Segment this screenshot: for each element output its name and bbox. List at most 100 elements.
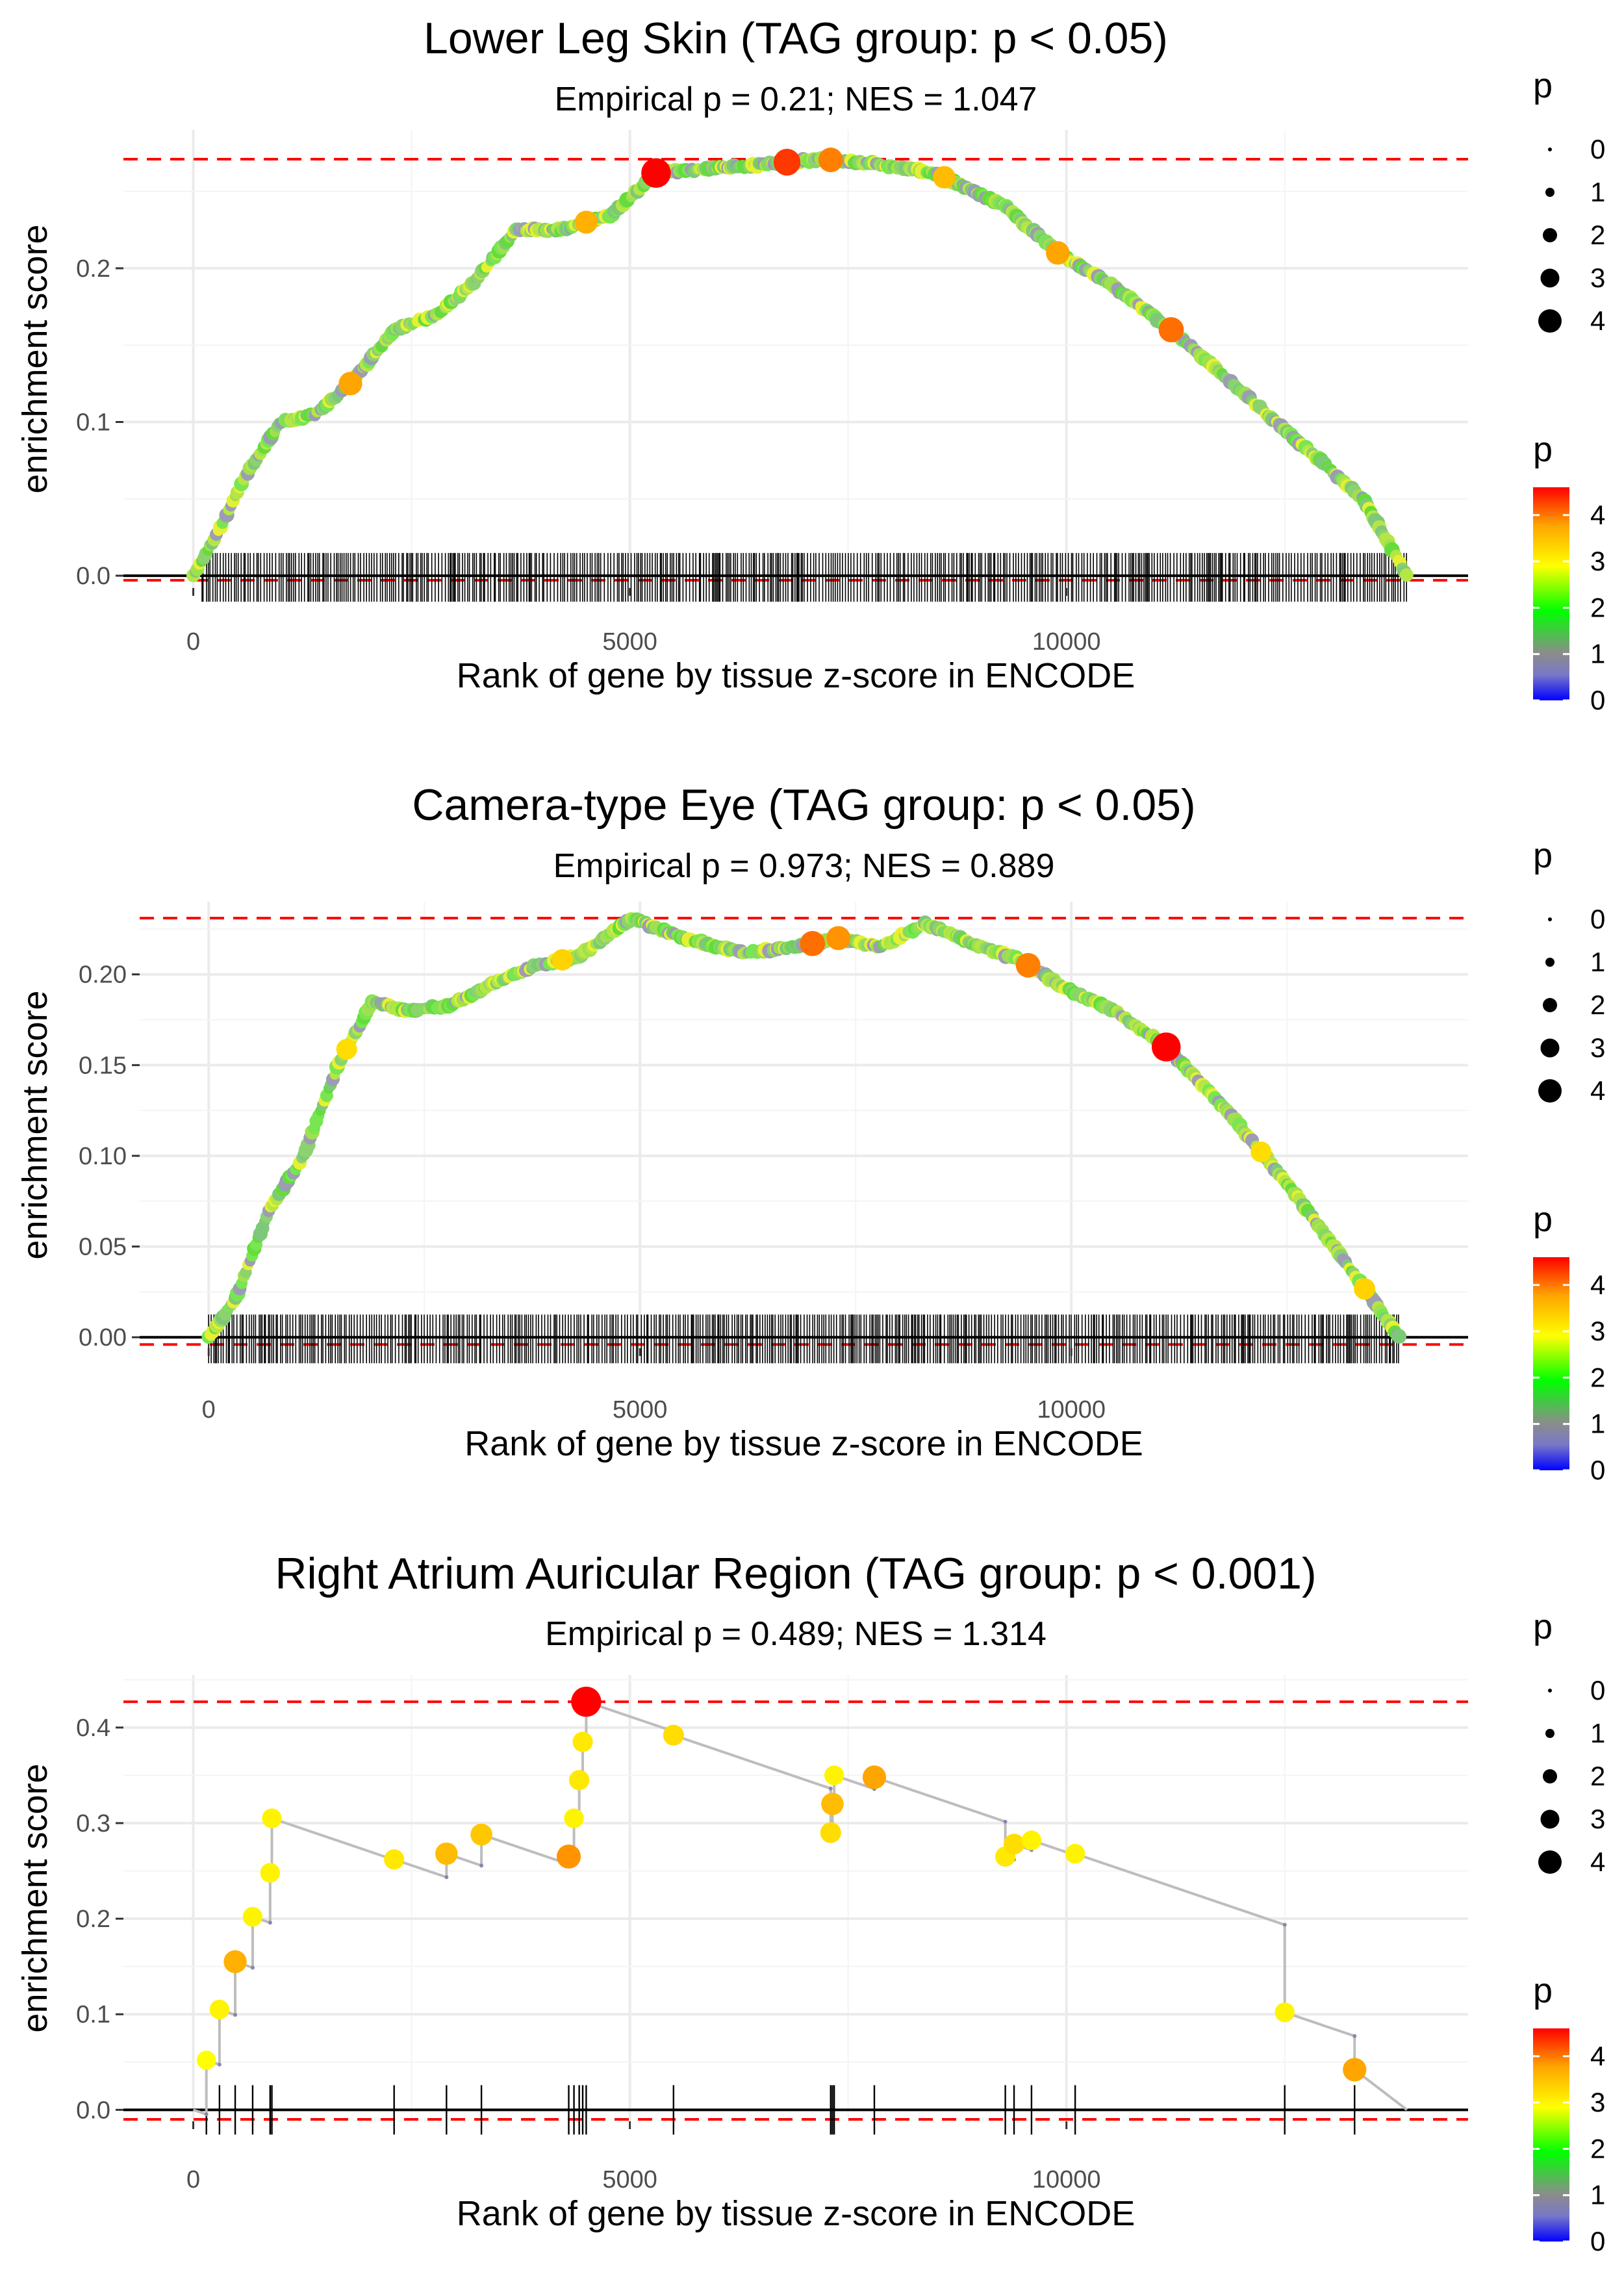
- es-decline-segment: [673, 1733, 831, 1790]
- colorbar: [1533, 1257, 1569, 1470]
- es-min-point: [479, 1863, 484, 1868]
- es-point: [824, 1765, 844, 1785]
- es-point: [1399, 568, 1414, 582]
- size-legend-label: 2: [1590, 1761, 1605, 1791]
- colorbar-label: 2: [1590, 592, 1605, 622]
- size-legend-key: [1548, 917, 1552, 921]
- es-point: [569, 1770, 590, 1791]
- es-decline-segment: [192, 2108, 207, 2116]
- chart-title: Right Atrium Auricular Region (TAG group…: [275, 1549, 1316, 1598]
- y-tick-label: 0.0: [76, 563, 110, 590]
- es-highlight-point: [1158, 317, 1184, 342]
- es-point: [1004, 1833, 1025, 1855]
- es-min-point: [233, 2013, 238, 2017]
- size-legend-label: 0: [1590, 134, 1605, 164]
- es-point: [1021, 1830, 1042, 1850]
- y-tick-label: 0.2: [76, 255, 110, 283]
- size-legend-label: 2: [1590, 990, 1605, 1020]
- es-highlight-point: [574, 211, 598, 234]
- size-legend-key: [1543, 998, 1557, 1012]
- size-legend-key: [1543, 228, 1557, 242]
- es-highlight-point: [338, 372, 362, 396]
- es-point: [470, 1823, 492, 1846]
- size-legend-key: [1545, 1729, 1554, 1738]
- es-highlight-point: [1015, 952, 1041, 978]
- size-legend-key: [1540, 1809, 1560, 1829]
- y-axis-label: enrichment score: [16, 224, 55, 493]
- es-point: [820, 1822, 841, 1843]
- x-tick-label: 0: [186, 2166, 200, 2193]
- chart-panel-3: 0.0 0.1 0.2 0.3 0.4 0 5000 10000 Right Atrium Au…: [16, 1549, 1605, 2256]
- color-legend-title: p: [1533, 1200, 1553, 1239]
- colorbar-label: 2: [1590, 1362, 1605, 1392]
- es-highlight-point: [773, 149, 801, 176]
- y-tick-label: 0.20: [79, 962, 127, 989]
- es-min-point: [1003, 1819, 1008, 1824]
- es-point: [384, 1849, 405, 1870]
- es-min-point: [444, 1875, 449, 1880]
- es-point: [223, 1950, 247, 1974]
- es-highlight-point: [1354, 1278, 1376, 1300]
- gene-hit-tick: [201, 553, 1407, 602]
- legend: p 0 1 2 3 4 p 4 3 2 1 0: [1533, 66, 1605, 715]
- size-legend-key: [1540, 268, 1560, 288]
- size-legend-label: 3: [1590, 262, 1605, 293]
- es-point: [821, 1793, 844, 1815]
- es-points: [201, 912, 1407, 1344]
- colorbar: [1533, 487, 1569, 700]
- colorbar-label: 4: [1590, 500, 1605, 530]
- es-point: [209, 1999, 230, 2020]
- gene-hit-ticks: [201, 553, 1407, 602]
- size-legend-label: 4: [1590, 1075, 1605, 1106]
- colorbar: [1533, 2028, 1569, 2242]
- colorbar-label: 4: [1590, 2041, 1605, 2071]
- x-tick-label: 5000: [602, 628, 657, 656]
- es-point: [260, 1863, 280, 1883]
- y-axis-label: enrichment score: [16, 1763, 55, 2032]
- es-highlight-point: [800, 930, 826, 956]
- es-points: [196, 1687, 1367, 2082]
- x-axis-label: Rank of gene by tissue z-score in ENCODE: [464, 1424, 1143, 1463]
- es-decline-segment: [481, 1833, 570, 1866]
- y-tick-label: 0.1: [76, 2001, 110, 2028]
- size-legend-label: 4: [1590, 305, 1605, 336]
- y-tick-label: 0.3: [76, 1810, 110, 1837]
- y-axis-label: enrichment score: [16, 990, 55, 1259]
- colorbar-label: 0: [1590, 2226, 1605, 2256]
- es-point: [571, 1687, 602, 1717]
- size-legend-label: 1: [1590, 1718, 1605, 1748]
- colorbar-label: 3: [1590, 1316, 1605, 1346]
- colorbar-label: 0: [1590, 685, 1605, 715]
- size-legend-key: [1538, 309, 1562, 333]
- es-highlight-point: [336, 1038, 357, 1060]
- es-min-point: [204, 2112, 209, 2117]
- es-highlight-point: [641, 158, 671, 188]
- size-legend-label: 3: [1590, 1032, 1605, 1063]
- chart-subtitle: Empirical p = 0.21; NES = 1.047: [555, 81, 1037, 118]
- es-point: [1391, 1329, 1407, 1344]
- es-highlight-point: [1046, 241, 1070, 265]
- es-highlight-point: [933, 166, 956, 189]
- chart-subtitle: Empirical p = 0.489; NES = 1.314: [545, 1615, 1047, 1653]
- legend: p 0 1 2 3 4 p 4 3 2 1 0: [1533, 836, 1605, 1485]
- es-decline-segment: [271, 1817, 395, 1861]
- colorbar-label: 1: [1590, 2180, 1605, 2210]
- colorbar-label: 2: [1590, 2133, 1605, 2164]
- size-legend-title: p: [1533, 1607, 1553, 1646]
- chart-panel-1: 0.0 0.1 0.2 0 5000 10000 Lower Leg Skin (TAG g…: [16, 14, 1605, 715]
- chart-panel-2: 0.00 0.05 0.10 0.15 0.20 0 5000 10000 Camera-typ…: [16, 780, 1605, 1485]
- es-decline-segment: [585, 1700, 674, 1733]
- es-point: [572, 1731, 593, 1752]
- y-tick-label: 0.00: [79, 1324, 127, 1351]
- es-decline-segment: [874, 1776, 1006, 1823]
- es-highlight-point: [1250, 1141, 1272, 1163]
- es-highlight-point: [826, 926, 851, 951]
- es-min-point: [217, 2062, 222, 2067]
- colorbar-label: 1: [1590, 1409, 1605, 1439]
- size-legend-title: p: [1533, 66, 1553, 105]
- chart-title: Lower Leg Skin (TAG group: p < 0.05): [424, 14, 1168, 63]
- size-legend-key: [1548, 147, 1552, 151]
- size-legend-label: 1: [1590, 947, 1605, 977]
- size-legend-key: [1545, 188, 1554, 197]
